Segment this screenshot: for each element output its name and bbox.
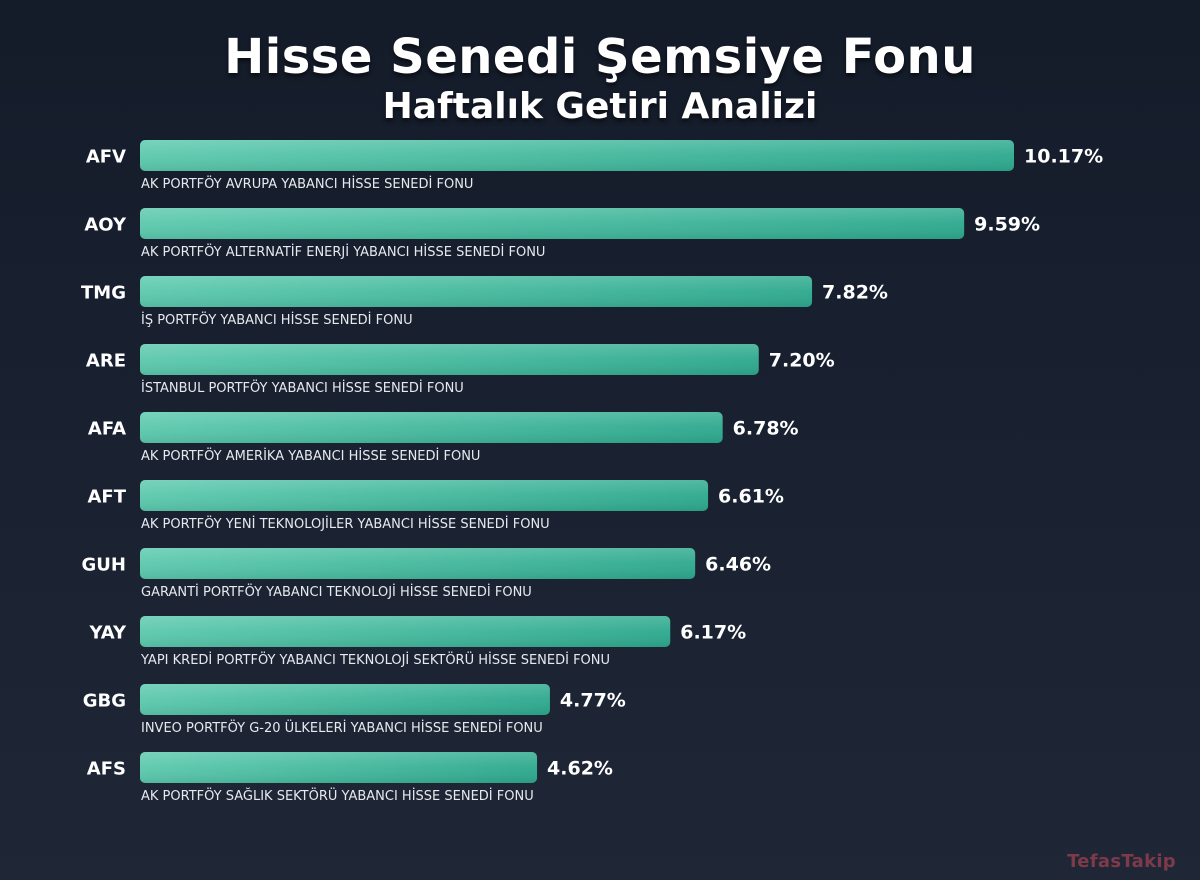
- bar-row-afs: AFS 4.62% AK PORTFÖY SAĞLIK SEKTÖRÜ YABANC…: [87, 752, 613, 804]
- watermark-logo: TefasTakip: [1067, 851, 1176, 872]
- bars-layer: AFV 10.17% AK PORTFÖY AVRUPA YABANCI HİSSE…: [81, 140, 1103, 804]
- fund-name-label: AK PORTFÖY YENİ TEKNOLOJİLER YABANCI HİS…: [141, 515, 550, 532]
- chart-title: Hisse Senedi Şemsiye Fonu: [224, 29, 976, 85]
- fund-name-label: YAPI KREDİ PORTFÖY YABANCI TEKNOLOJİ SEK…: [140, 651, 610, 668]
- fund-name-label: İSTANBUL PORTFÖY YABANCI HİSSE SENEDİ FO…: [141, 379, 464, 396]
- fund-name-label: AK PORTFÖY SAĞLIK SEKTÖRÜ YABANCI HİSSE …: [141, 787, 534, 804]
- fund-code-label: GBG: [83, 691, 126, 712]
- bar-highlight: [140, 208, 965, 239]
- bar-highlight: [140, 752, 538, 783]
- bar-row-afa: AFA 6.78% AK PORTFÖY AMERİKA YABANCI HİSSE…: [88, 412, 799, 464]
- bar-highlight: [140, 616, 671, 647]
- fund-name-label: İŞ PORTFÖY YABANCI HİSSE SENEDİ FONU: [141, 311, 413, 328]
- bar-row-aft: AFT 6.61% AK PORTFÖY YENİ TEKNOLOJİLER YAB…: [87, 480, 784, 532]
- fund-code-label: TMG: [81, 283, 126, 304]
- bar-highlight: [140, 140, 1014, 171]
- bar-row-yay: YAY 6.17% YAPI KREDİ PORTFÖY YABANCI TEKNO…: [88, 616, 746, 668]
- fund-name-label: AK PORTFÖY AVRUPA YABANCI HİSSE SENEDİ F…: [141, 175, 473, 192]
- chart-title-block: Hisse Senedi Şemsiye Fonu Haftalık Getir…: [0, 28, 1200, 128]
- value-label: 10.17%: [1024, 146, 1103, 168]
- fund-code-label: AFA: [88, 419, 126, 440]
- bar-highlight: [140, 276, 813, 307]
- fund-name-label: GARANTİ PORTFÖY YABANCI TEKNOLOJİ HİSSE …: [141, 583, 532, 600]
- value-label: 9.59%: [974, 214, 1040, 236]
- bar-row-gbg: GBG 4.77% INVEO PORTFÖY G-20 ÜLKELERİ YABA…: [83, 684, 626, 736]
- bar-row-aoy: AOY 9.59% AK PORTFÖY ALTERNATİF ENERJİ YAB…: [84, 208, 1040, 260]
- fund-code-label: AFT: [87, 487, 126, 508]
- bar-highlight: [140, 344, 759, 375]
- fund-code-label: ARE: [86, 351, 126, 372]
- fund-name-label: AK PORTFÖY AMERİKA YABANCI HİSSE SENEDİ …: [141, 447, 480, 464]
- value-label: 7.20%: [769, 350, 835, 372]
- value-label: 6.17%: [680, 622, 746, 644]
- fund-name-label: AK PORTFÖY ALTERNATİF ENERJİ YABANCI HİS…: [141, 243, 545, 260]
- bar-highlight: [140, 480, 709, 511]
- value-label: 6.46%: [705, 554, 771, 576]
- chart-subtitle: Haftalık Getiri Analizi: [382, 86, 818, 127]
- value-label: 4.62%: [547, 758, 613, 780]
- fund-code-label: YAY: [88, 623, 127, 644]
- value-label: 7.82%: [822, 282, 888, 304]
- bar-row-are: ARE 7.20% İSTANBUL PORTFÖY YABANCI HİSSE S…: [86, 344, 835, 396]
- bar-highlight: [140, 548, 696, 579]
- bar-highlight: [140, 684, 550, 715]
- bar-highlight: [140, 412, 723, 443]
- fund-code-label: AFV: [86, 147, 126, 168]
- bar-row-afv: AFV 10.17% AK PORTFÖY AVRUPA YABANCI HİSSE…: [86, 140, 1103, 192]
- fund-name-label: INVEO PORTFÖY G-20 ÜLKELERİ YABANCI HİSS…: [141, 719, 543, 736]
- value-label: 6.61%: [718, 486, 784, 508]
- fund-code-label: AFS: [87, 759, 126, 780]
- fund-code-label: GUH: [82, 555, 126, 576]
- bar-row-tmg: TMG 7.82% İŞ PORTFÖY YABANCI HİSSE SENEDİ …: [81, 276, 888, 328]
- bar-row-guh: GUH 6.46% GARANTİ PORTFÖY YABANCI TEKNOLOJ…: [82, 548, 771, 600]
- value-label: 4.77%: [560, 690, 626, 712]
- value-label: 6.78%: [733, 418, 799, 440]
- fund-code-label: AOY: [84, 215, 127, 236]
